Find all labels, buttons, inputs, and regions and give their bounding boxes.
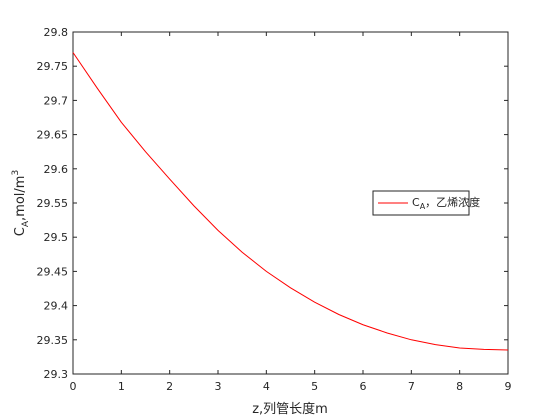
legend-label-sub: A (420, 202, 426, 211)
y-tick-label: 29.35 (37, 334, 69, 347)
y-tick-label: 29.65 (37, 129, 69, 142)
legend-label: CA，乙烯浓度 (412, 195, 480, 211)
y-tick-label: 29.7 (44, 94, 69, 107)
data-line (72, 52, 509, 351)
x-tick-label: 8 (456, 380, 463, 393)
x-tick-label: 6 (360, 380, 367, 393)
y-tick-label: 29.6 (44, 163, 69, 176)
x-tick-label: 2 (166, 380, 173, 393)
y-tick-label: 29.55 (37, 197, 69, 210)
legend-label-part: C (412, 196, 420, 209)
x-tick-label: 7 (408, 380, 415, 393)
y-tick-label: 29.4 (44, 300, 69, 313)
y-tick-label: 29.45 (37, 265, 69, 278)
y-label-sub: A (21, 220, 31, 227)
y-tick-label: 29.5 (44, 231, 69, 244)
x-tick-label: 5 (311, 380, 318, 393)
x-tick-label: 3 (215, 380, 222, 393)
x-tick-label: 0 (70, 380, 77, 393)
x-axis-label: z,列管长度m (252, 401, 328, 417)
legend-label-part: ，乙烯浓度 (425, 195, 480, 209)
x-tick-label: 1 (118, 380, 125, 393)
y-label-sup: 3 (11, 170, 21, 176)
y-axis-label: CA,mol/m3 (11, 170, 31, 236)
x-tick-label: 4 (263, 380, 270, 393)
x-tick-label: 9 (505, 380, 512, 393)
y-tick-label: 29.3 (44, 368, 69, 381)
y-label-part: C (13, 227, 28, 236)
y-tick-label: 29.75 (37, 60, 69, 73)
y-tick-label: 29.8 (44, 26, 69, 39)
y-label-part: ,mol/m (13, 176, 28, 221)
